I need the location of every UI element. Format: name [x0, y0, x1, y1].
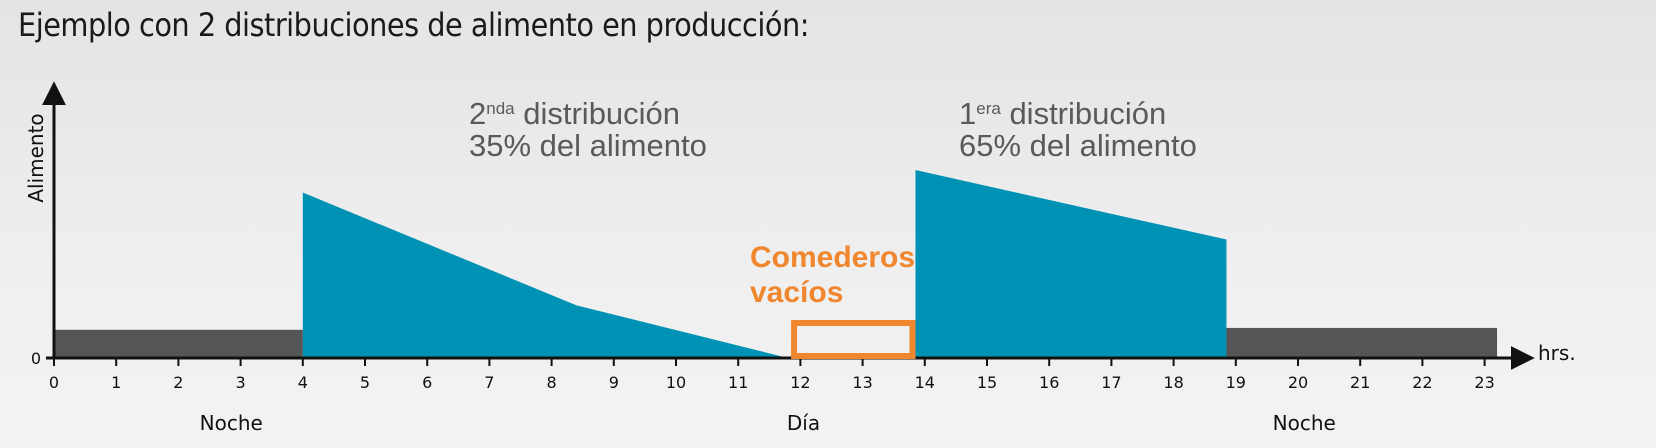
x-tick-label: 5 — [360, 373, 370, 392]
y-zero-label: 0 — [31, 349, 41, 368]
x-tick-label: 6 — [422, 373, 432, 392]
x-tick-label: 3 — [236, 373, 246, 392]
x-tick-label: 7 — [484, 373, 494, 392]
period-label: Día — [787, 411, 820, 435]
annotation-first-percent: 65% del alimento — [959, 128, 1197, 163]
x-tick-label: 0 — [49, 373, 59, 392]
x-tick-label: 23 — [1474, 373, 1494, 392]
x-tick-label: 13 — [852, 373, 872, 392]
x-tick-label: 22 — [1412, 373, 1432, 392]
empty-feeders-box — [791, 320, 916, 359]
x-tick-label: 18 — [1163, 373, 1183, 392]
x-tick-label: 2 — [173, 373, 183, 392]
x-tick-label: 20 — [1288, 373, 1308, 392]
x-tick-label: 16 — [1039, 373, 1059, 392]
annotation-second-distribution: 2nda distribución — [469, 96, 680, 131]
x-tick-label: 19 — [1226, 373, 1246, 392]
x-tick-label: 10 — [666, 373, 686, 392]
page-title: Ejemplo con 2 distribuciones de alimento… — [18, 6, 809, 44]
night-bar-1 — [54, 329, 303, 358]
x-tick-label: 14 — [915, 373, 935, 392]
annotation-second-percent: 35% del alimento — [469, 128, 707, 163]
empty-feeders-label-line2: vacíos — [750, 276, 843, 309]
x-axis-unit-label: hrs. — [1538, 341, 1576, 365]
empty-feeders-label-line1: Comederos — [750, 241, 915, 274]
annotation-first-distribution: 1era distribución — [959, 96, 1166, 131]
x-tick-label: 4 — [298, 373, 308, 392]
x-tick-label: 9 — [609, 373, 619, 392]
y-axis-label: Alimento — [24, 113, 48, 202]
x-tick-label: 1 — [111, 373, 121, 392]
night-bar-2 — [1226, 327, 1498, 358]
x-tick-label: 15 — [977, 373, 997, 392]
x-tick-label: 21 — [1350, 373, 1370, 392]
x-tick-label: 12 — [790, 373, 810, 392]
x-tick-label: 8 — [547, 373, 557, 392]
x-tick-label: 17 — [1101, 373, 1121, 392]
feed-area-1 — [302, 192, 788, 358]
period-label: Noche — [200, 411, 263, 435]
period-label: Noche — [1273, 411, 1336, 435]
x-tick-label: 11 — [728, 373, 748, 392]
feed-area-2 — [915, 170, 1227, 358]
